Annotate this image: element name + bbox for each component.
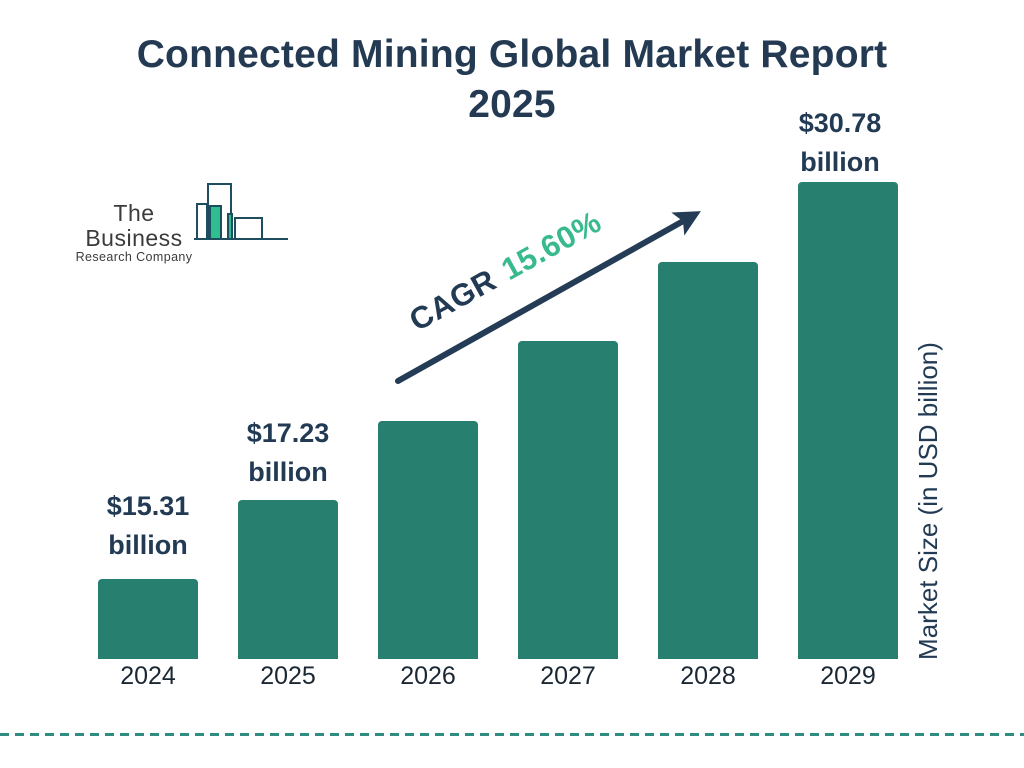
bar-2027 bbox=[518, 341, 618, 659]
bar-2024 bbox=[98, 579, 198, 659]
logo-subname: Research Company bbox=[75, 250, 193, 264]
x-tick-2029: 2029 bbox=[820, 662, 876, 690]
logo-greenbar-narrow-icon bbox=[227, 213, 233, 240]
value-label-2029: $30.78 billion bbox=[750, 104, 930, 182]
company-logo-icon bbox=[194, 181, 290, 242]
bar-2029 bbox=[798, 182, 898, 659]
x-tick-2024: 2024 bbox=[120, 662, 176, 690]
value-amount: $17.23 bbox=[246, 418, 330, 448]
bottom-dashed-divider bbox=[0, 733, 1024, 736]
bar-2026 bbox=[378, 421, 478, 659]
value-label-2024: $15.31 billion bbox=[58, 487, 238, 565]
logo-building-right-icon bbox=[234, 217, 263, 240]
value-unit: billion bbox=[800, 147, 880, 177]
logo-name: The Business bbox=[85, 200, 183, 251]
logo-greenbar-wide-icon bbox=[209, 205, 222, 240]
value-unit: billion bbox=[108, 530, 188, 560]
x-tick-2026: 2026 bbox=[400, 662, 456, 690]
value-unit: billion bbox=[248, 457, 328, 487]
page-title-line2: 2025 bbox=[468, 83, 556, 126]
x-tick-2027: 2027 bbox=[540, 662, 596, 690]
bar-2028 bbox=[658, 262, 758, 659]
company-logo-text: The Business Research Company bbox=[72, 201, 196, 264]
y-axis-label: Market Size (in USD billion) bbox=[913, 342, 943, 660]
cagr-annotation: CAGR15.60% bbox=[393, 198, 622, 350]
page-title-line1: Connected Mining Global Market Report bbox=[136, 33, 888, 76]
value-label-2025: $17.23 billion bbox=[198, 414, 378, 492]
cagr-value: 15.60% bbox=[495, 203, 608, 287]
x-tick-2025: 2025 bbox=[260, 662, 316, 690]
logo-baseline bbox=[194, 238, 288, 240]
cagr-label: CAGR bbox=[403, 262, 503, 338]
page-title: Connected Mining Global Market Report 20… bbox=[0, 30, 1024, 130]
value-amount: $30.78 bbox=[798, 108, 882, 138]
bar-2025 bbox=[238, 500, 338, 659]
value-amount: $15.31 bbox=[106, 491, 190, 521]
x-tick-2028: 2028 bbox=[680, 662, 736, 690]
